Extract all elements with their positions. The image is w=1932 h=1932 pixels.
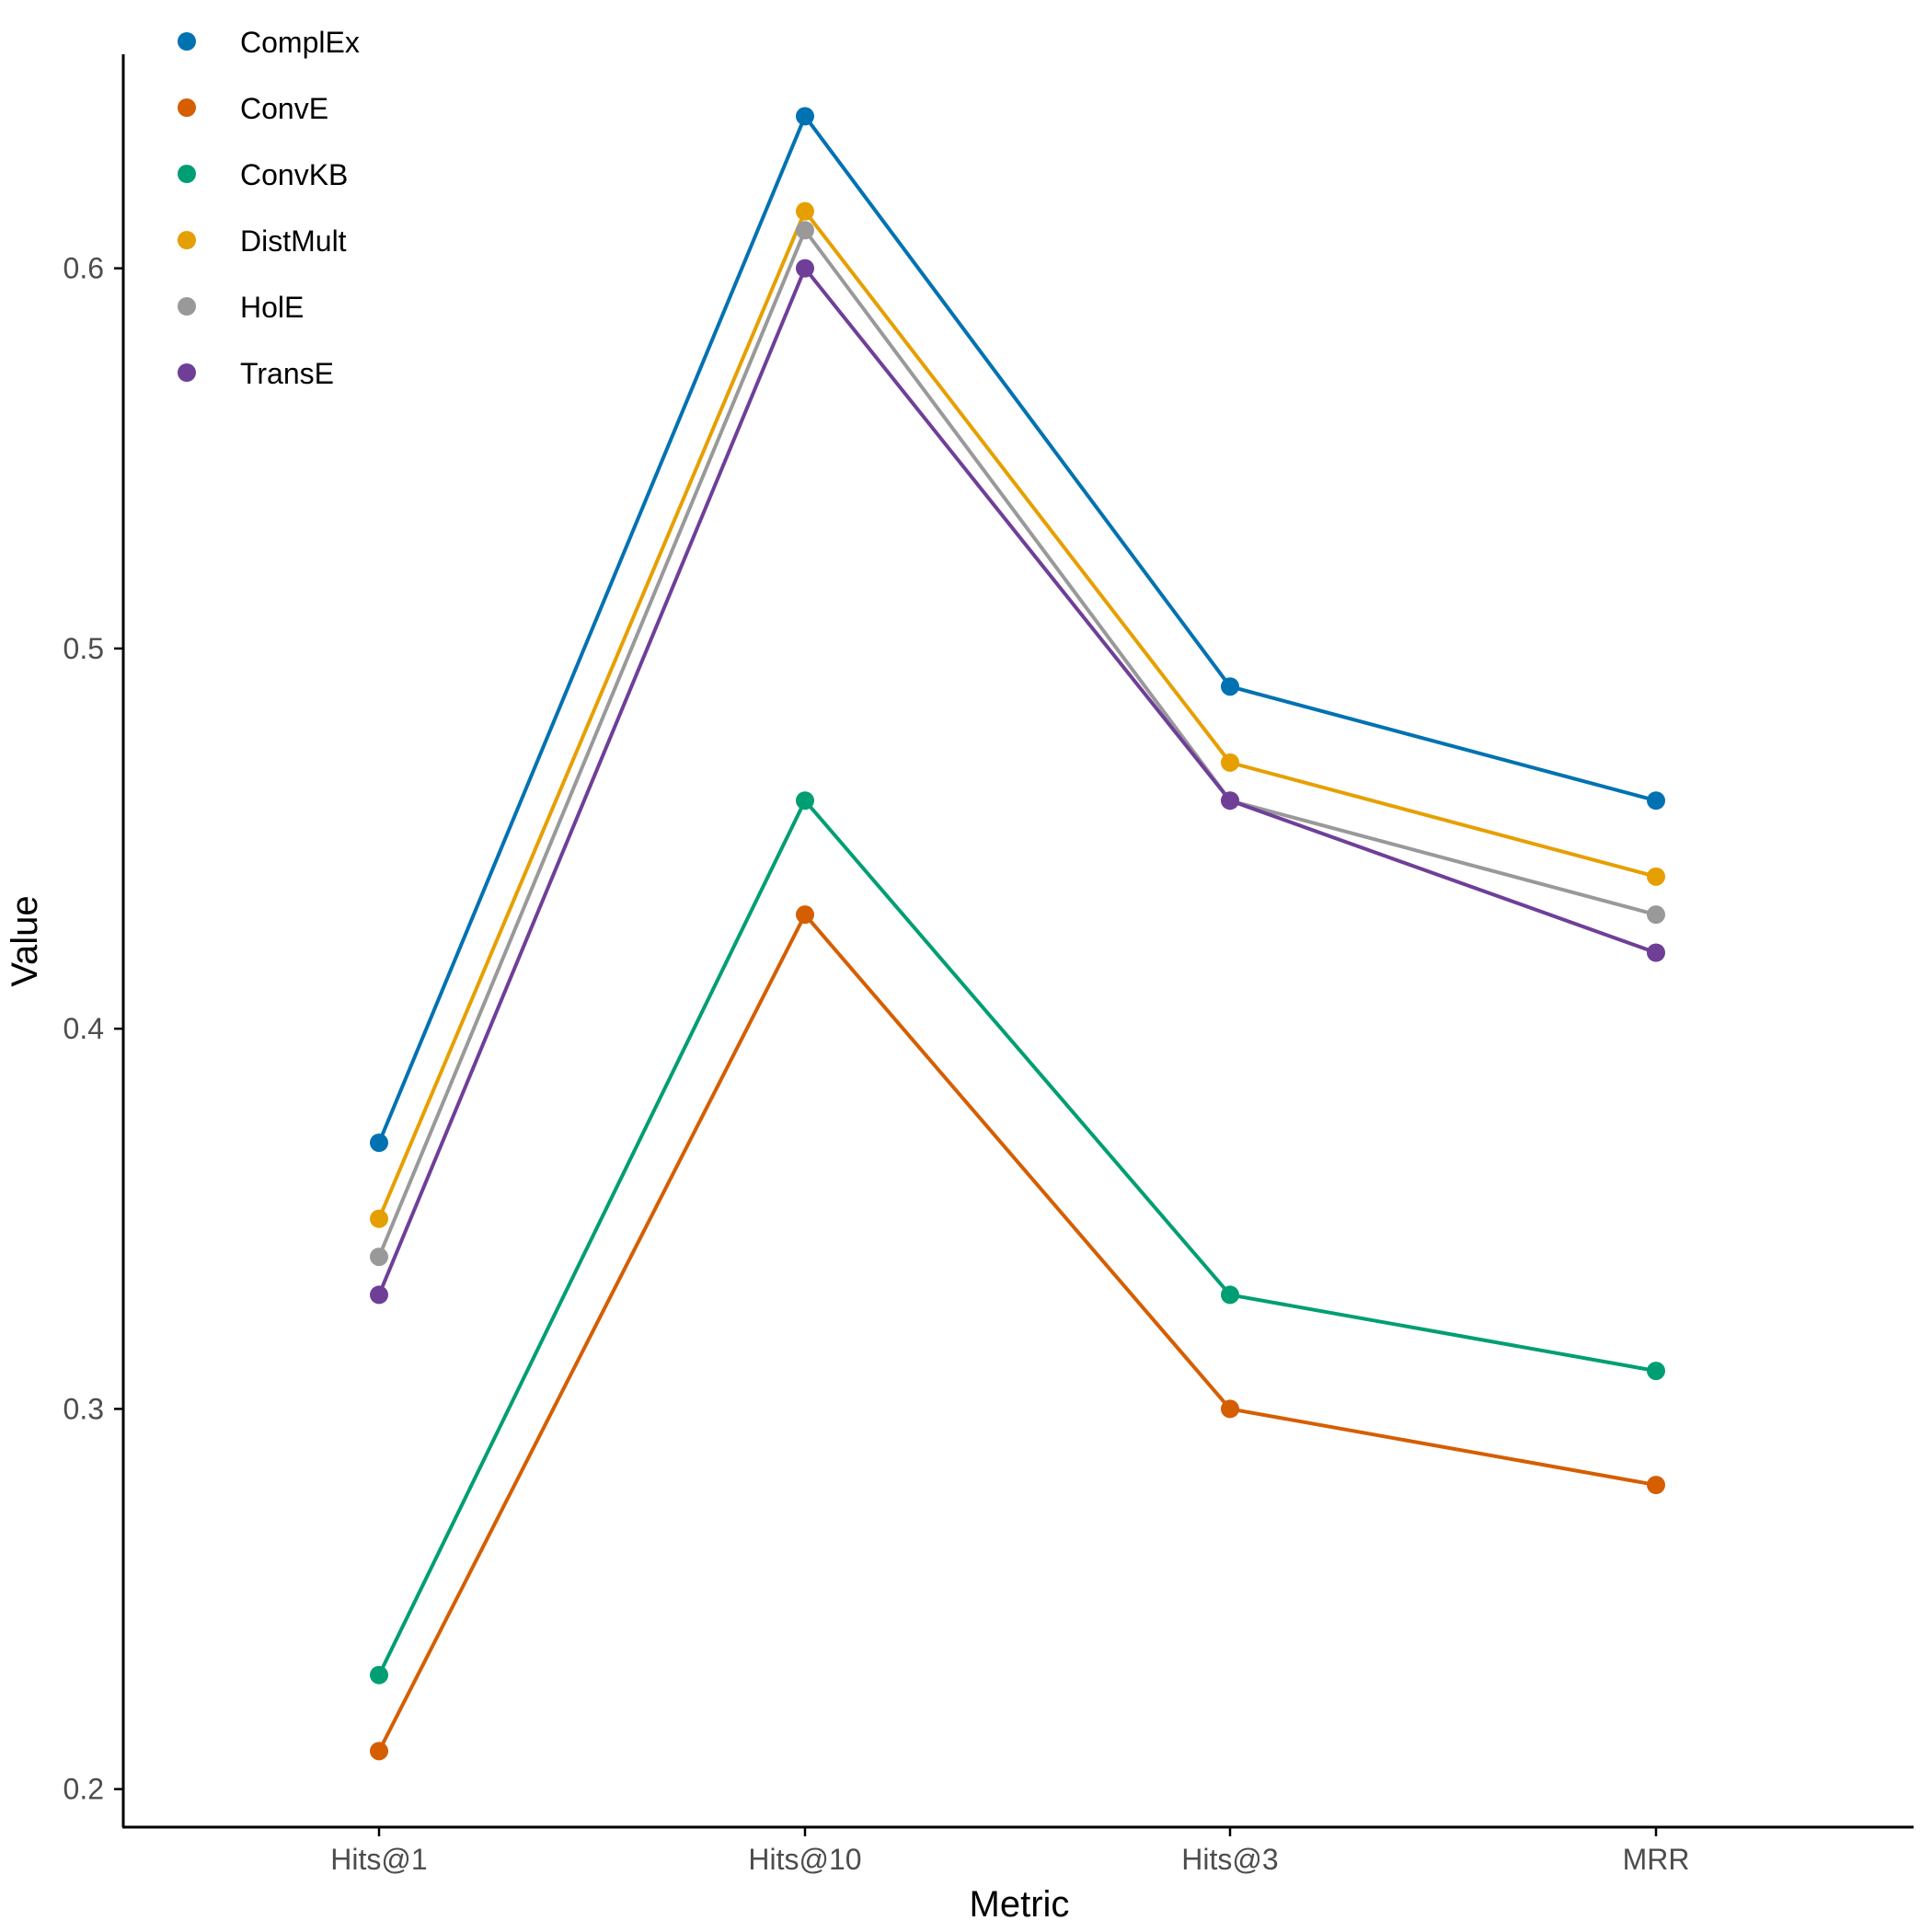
legend-item-hole: HolE: [178, 291, 304, 324]
series-complex: [370, 107, 1665, 1153]
legend-swatch: [178, 231, 196, 249]
data-point-hole-mrr: [1647, 905, 1665, 925]
legend-label: ConvE: [240, 92, 328, 125]
legend-label: DistMult: [240, 224, 347, 258]
data-point-transe-hits-10: [796, 259, 814, 278]
data-point-conve-mrr: [1647, 1476, 1665, 1495]
x-tick-label: Hits@3: [1181, 1843, 1278, 1876]
legend-label: TransE: [240, 357, 334, 390]
plot-area: [370, 107, 1665, 1761]
data-point-distmult-mrr: [1647, 867, 1665, 886]
data-point-complex-hits-3: [1221, 677, 1239, 696]
data-point-complex-hits-1: [370, 1133, 388, 1153]
legend-item-complex: ComplEx: [178, 26, 360, 59]
series-distmult: [370, 201, 1665, 1228]
legend-swatch: [178, 32, 196, 51]
legend-swatch: [178, 297, 196, 316]
x-tick-label: Hits@1: [330, 1843, 427, 1876]
series-convkb: [370, 791, 1665, 1685]
series-line-hole: [377, 226, 1657, 1258]
series-line-convkb: [377, 797, 1657, 1676]
legend-swatch: [178, 363, 196, 382]
y-axis: 0.2 0.3 0.4 0.5 0.6: [63, 252, 123, 1806]
legend-item-conve: ConvE: [178, 92, 328, 125]
data-point-hole-hits-1: [370, 1248, 388, 1267]
series-line-transe: [377, 264, 1657, 1296]
legend: ComplEx ConvE ConvKB DistMult HolE TransE: [178, 26, 360, 390]
legend-swatch: [178, 98, 196, 117]
series-line-conve: [377, 911, 1657, 1753]
legend-label: ComplEx: [240, 26, 360, 59]
x-axis-title: Metric: [970, 1884, 1070, 1925]
data-point-conve-hits-3: [1221, 1399, 1239, 1419]
series-line-distmult: [377, 207, 1657, 1220]
data-point-distmult-hits-3: [1221, 753, 1239, 772]
data-point-hole-hits-10: [796, 221, 814, 240]
legend-swatch: [178, 165, 196, 183]
legend-label: ConvKB: [240, 158, 348, 191]
legend-label: HolE: [240, 291, 304, 324]
y-tick-label: 0.5: [63, 632, 104, 665]
y-tick-label: 0.4: [63, 1012, 104, 1045]
data-point-convkb-hits-3: [1221, 1285, 1239, 1305]
x-axis: Hits@1 Hits@10 Hits@3 MRR: [330, 1827, 1689, 1876]
y-axis-title: Value: [5, 895, 45, 986]
data-point-transe-hits-1: [370, 1285, 388, 1305]
legend-item-distmult: DistMult: [178, 224, 347, 258]
x-tick-label: MRR: [1623, 1843, 1690, 1876]
data-point-transe-mrr: [1647, 943, 1665, 962]
y-tick-label: 0.6: [63, 252, 104, 285]
series-line-complex: [377, 112, 1657, 1144]
series-transe: [370, 259, 1665, 1305]
data-point-complex-hits-10: [796, 107, 814, 126]
data-point-distmult-hits-10: [796, 201, 814, 221]
series-conve: [370, 905, 1665, 1761]
data-point-transe-hits-3: [1221, 791, 1239, 811]
series-hole: [370, 221, 1665, 1267]
data-point-conve-hits-1: [370, 1742, 388, 1761]
x-tick-label: Hits@10: [748, 1843, 861, 1876]
legend-item-transe: TransE: [178, 357, 334, 390]
data-point-complex-mrr: [1647, 791, 1665, 811]
data-point-conve-hits-10: [796, 905, 814, 925]
legend-item-convkb: ConvKB: [178, 158, 348, 191]
data-point-convkb-hits-1: [370, 1665, 388, 1685]
data-point-convkb-hits-10: [796, 791, 814, 811]
data-point-convkb-mrr: [1647, 1362, 1665, 1381]
y-tick-label: 0.2: [63, 1773, 104, 1806]
y-tick-label: 0.3: [63, 1392, 104, 1425]
data-point-distmult-hits-1: [370, 1209, 388, 1228]
